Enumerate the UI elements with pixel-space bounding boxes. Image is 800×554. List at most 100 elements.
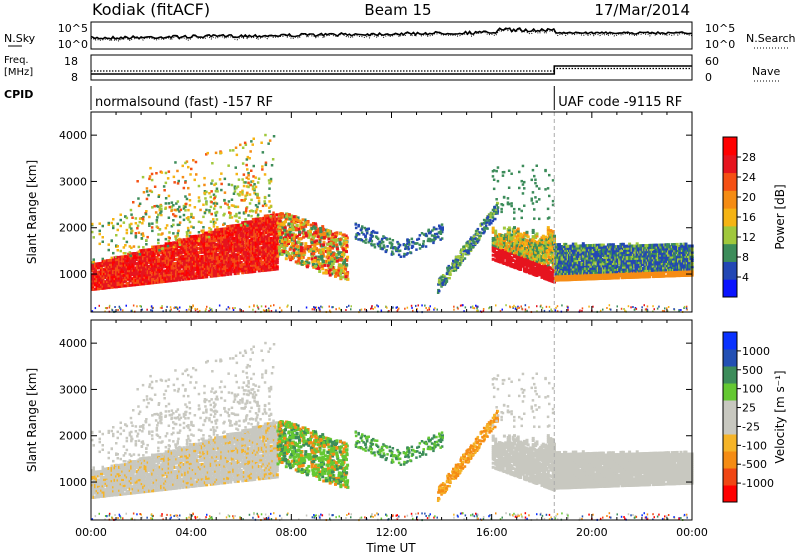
power-cell xyxy=(259,210,262,213)
power-cell xyxy=(370,234,373,238)
power-cell xyxy=(138,220,141,224)
power-cell xyxy=(118,259,121,263)
power-cell xyxy=(112,226,115,230)
power-cell xyxy=(294,217,298,221)
power-cell xyxy=(390,243,393,247)
power-cell xyxy=(173,268,177,272)
power-cell xyxy=(493,205,496,209)
power-cell xyxy=(209,266,213,270)
power-cell xyxy=(100,266,103,270)
power-cell xyxy=(209,195,212,199)
power-cell xyxy=(145,187,149,190)
power-cell xyxy=(283,238,287,242)
power-cell xyxy=(235,215,238,218)
power-cell xyxy=(150,178,154,182)
power-cell xyxy=(175,238,178,242)
power-cell xyxy=(125,228,129,232)
power-cell xyxy=(178,237,181,241)
power-cell xyxy=(287,252,291,256)
power-cell xyxy=(151,245,154,249)
power-cell xyxy=(533,208,536,211)
power-cell xyxy=(523,187,526,190)
power-cell xyxy=(244,222,247,226)
power-cell xyxy=(235,212,238,216)
power-cell xyxy=(194,276,198,280)
power-cell xyxy=(305,221,309,225)
power-cell xyxy=(146,235,149,239)
power-cell xyxy=(328,231,332,235)
power-cell xyxy=(212,268,216,272)
power-cell xyxy=(217,273,221,277)
freq-panel-frame xyxy=(90,54,693,81)
power-cell xyxy=(94,268,97,272)
power-cell xyxy=(104,286,108,290)
power-cell xyxy=(268,206,271,210)
power-cell xyxy=(339,272,342,276)
power-cell xyxy=(167,202,171,205)
power-cell xyxy=(151,279,155,283)
power-cell xyxy=(513,211,516,214)
power-cell xyxy=(155,204,159,208)
power-cell xyxy=(510,204,513,208)
power-cell xyxy=(130,213,133,216)
power-cell xyxy=(465,244,469,247)
power-cell xyxy=(143,257,147,261)
power-cell xyxy=(502,196,506,199)
freq-label-line2: [MHz] xyxy=(4,67,33,78)
power-cell xyxy=(309,248,313,252)
power-cell xyxy=(220,172,223,175)
power-cell xyxy=(179,265,183,269)
power-cell xyxy=(208,209,211,212)
power-cell xyxy=(222,223,225,226)
power-cell xyxy=(245,207,248,210)
power-cell xyxy=(133,254,137,258)
power-cell xyxy=(339,232,343,236)
power-cell xyxy=(122,252,126,255)
power-cell xyxy=(321,260,325,263)
power-cell xyxy=(209,205,213,209)
power-cell xyxy=(101,257,104,261)
power-cell xyxy=(116,249,119,252)
power-cell xyxy=(116,264,120,268)
power-cell xyxy=(176,234,179,237)
power-cell xyxy=(469,245,472,249)
power-cell xyxy=(476,238,479,241)
power-cell xyxy=(164,197,168,200)
power-cell xyxy=(208,211,211,214)
power-cell xyxy=(388,237,392,241)
power-cell xyxy=(187,218,190,221)
power-cell xyxy=(479,234,482,237)
power-cell xyxy=(316,235,320,239)
power-cell xyxy=(113,262,117,266)
power-cell xyxy=(520,216,523,220)
power-cell xyxy=(250,198,253,202)
power-cell xyxy=(182,275,186,279)
power-cell xyxy=(520,179,523,183)
power-cell xyxy=(305,234,308,238)
power-cell xyxy=(496,166,500,169)
power-cell xyxy=(271,158,275,161)
power-cell xyxy=(538,187,541,190)
power-cell xyxy=(157,205,160,208)
power-cell xyxy=(172,223,175,227)
power-cell xyxy=(98,232,101,236)
power-cell xyxy=(164,273,168,277)
power-cell xyxy=(268,200,271,203)
power-cell xyxy=(257,177,261,180)
power-cell xyxy=(544,169,547,173)
power-cell xyxy=(130,231,133,235)
power-cell xyxy=(329,241,333,245)
noise-panel-frame xyxy=(90,21,693,50)
power-cell xyxy=(177,229,180,233)
power-cell xyxy=(170,260,174,264)
power-cell xyxy=(290,233,294,237)
power-cell xyxy=(449,272,452,276)
power-cell xyxy=(149,262,153,266)
power-cell xyxy=(152,254,156,257)
power-cell xyxy=(151,250,155,253)
date-title: 17/Mar/2014 xyxy=(594,1,690,19)
power-cell xyxy=(154,276,158,280)
power-cell xyxy=(326,242,330,246)
power-cell xyxy=(179,244,183,248)
power-cell xyxy=(179,240,183,244)
